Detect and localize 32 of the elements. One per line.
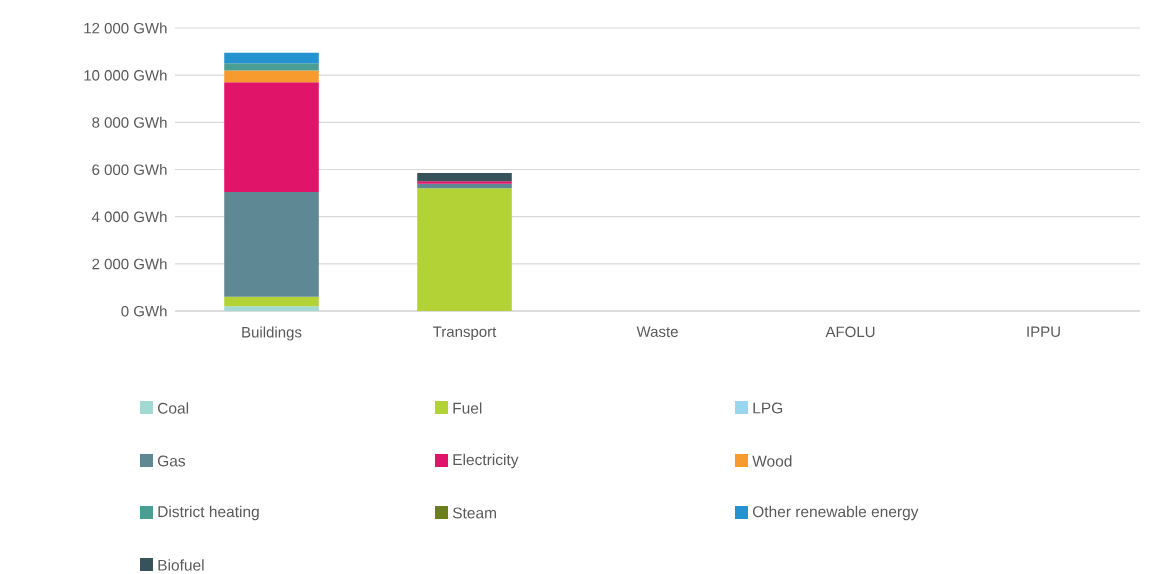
legend-label: Fuel xyxy=(453,402,482,414)
bar xyxy=(224,63,319,71)
y-tick-label: 4 000 GWh xyxy=(91,211,167,223)
bar xyxy=(224,52,319,64)
legend-label: Wood xyxy=(752,455,792,467)
y-tick-label: 12 000 GWh xyxy=(84,22,167,34)
bar xyxy=(224,306,319,311)
x-tick-label: IPPU xyxy=(1027,326,1060,337)
legend-label: District heating xyxy=(158,505,259,521)
bar xyxy=(224,82,319,192)
y-tick-label: 8 000 GWh xyxy=(92,116,167,128)
legend-label: Steam xyxy=(452,507,496,519)
x-tick-label: AFOLU xyxy=(825,326,875,338)
bar xyxy=(417,188,512,311)
legend-label: Electricity xyxy=(453,453,519,469)
legend-label: LPG xyxy=(753,402,783,414)
y-tick-label: 10 000 GWh xyxy=(84,69,167,81)
y-tick-label: 0 GWh xyxy=(121,305,167,317)
legend-label: Coal xyxy=(157,402,189,414)
legend-label: Biofuel xyxy=(158,559,204,571)
bar xyxy=(224,191,319,297)
x-tick-label: Waste xyxy=(636,326,678,337)
bar xyxy=(224,296,319,307)
legend-label: Other renewable energy xyxy=(752,505,919,521)
y-tick-label: 2 000 GWh xyxy=(92,258,167,270)
x-tick-label: Transport xyxy=(433,326,497,340)
legend-label: Gas xyxy=(157,455,186,467)
bar xyxy=(417,181,512,184)
bar xyxy=(224,70,319,83)
bar xyxy=(417,173,512,182)
y-tick-label: 6 000 GWh xyxy=(92,163,167,175)
x-tick-label: Buildings xyxy=(242,326,302,341)
